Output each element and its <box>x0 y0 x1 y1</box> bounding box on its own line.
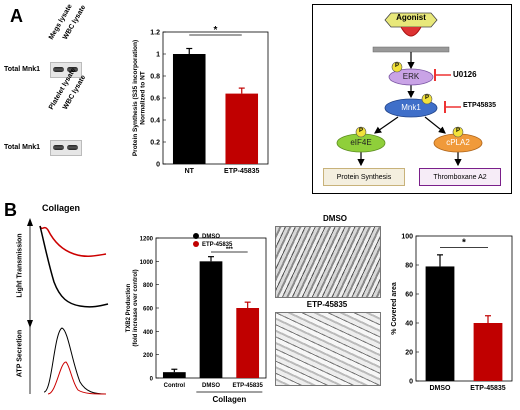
legend-label-etp: ETP-45835 <box>202 242 233 248</box>
x-tick-label: ETP-45835 <box>470 385 506 392</box>
blot1-membrane <box>50 62 82 78</box>
phospho-eif4e-icon <box>355 126 367 138</box>
y-tick-label: 400 <box>143 330 154 336</box>
x-tick-label: DMSO <box>202 383 220 389</box>
aggregation-traces <box>27 218 109 395</box>
y-tick-label: 40 <box>405 321 413 328</box>
blot1-row-label: Total Mnk1 <box>4 66 41 73</box>
y-tick-label: 1000 <box>140 260 154 266</box>
y-tick-label: 0 <box>409 379 413 386</box>
phospho-cpla2-label: P <box>455 128 460 134</box>
x-tick-label: ETP-45835 <box>232 383 263 389</box>
pathway-diagram: Agonist ERK U0126 Mnk1 ETP45835 eIF4E cP… <box>312 4 512 194</box>
trace-light-dmso <box>39 225 109 308</box>
blot2-membrane <box>50 140 82 156</box>
legend-marker-etp <box>193 241 199 247</box>
inhibitor2-label: ETP45835 <box>463 102 497 109</box>
panel-letter-a: A <box>10 6 23 26</box>
y-tick-label: 200 <box>143 353 154 359</box>
agonist-shape <box>384 12 438 28</box>
membrane-icon <box>372 46 450 53</box>
pathway-arrows <box>336 12 483 167</box>
x-tick-label: ETP-45835 <box>224 168 260 175</box>
y-axis-label: % Covered area <box>391 282 398 335</box>
covered-area-chart: 0 20 40 60 80 100 % Covered area DMSO ETP-45835 * <box>391 234 513 392</box>
y-tick-label: 100 <box>401 234 413 241</box>
x-tick-label: DMSO <box>430 385 452 392</box>
receptor-icon <box>400 26 422 37</box>
trace-label-atp: ATP Secretion <box>16 329 24 378</box>
y-tick-label: 800 <box>143 283 154 289</box>
blot1-band1 <box>53 67 64 72</box>
phospho-mnk1-label: P <box>424 95 429 101</box>
y-tick-label: 0.6 <box>150 96 160 103</box>
legend-label-dmso: DMSO <box>202 234 220 240</box>
y-tick-label: 0 <box>150 377 154 383</box>
y-tick-label: 0 <box>156 162 160 169</box>
x-tick-label: Control <box>164 383 186 389</box>
bar <box>225 93 259 164</box>
trace-light-etp <box>39 225 107 258</box>
x-tick-label: NT <box>185 168 195 175</box>
blot2-band2 <box>67 145 78 150</box>
bar <box>473 323 503 381</box>
mnk1-label: Mnk1 <box>401 103 421 112</box>
significance-star: * <box>462 238 466 249</box>
output-protein-synthesis: Protein Synthesis <box>323 168 405 186</box>
y-tick-label: 1.2 <box>150 30 160 37</box>
significance-stars: *** <box>226 247 234 253</box>
trace-atp-etp <box>47 361 107 395</box>
y-tick-label: 0.8 <box>150 74 160 81</box>
micro-label-dmso: DMSO <box>323 214 347 223</box>
y-tick-label: 1200 <box>140 237 154 243</box>
erk-label: ERK <box>402 72 420 81</box>
trace-atp-dmso <box>43 327 107 395</box>
phospho-mnk1-icon <box>421 93 433 105</box>
micrograph-dmso <box>275 226 381 298</box>
eif4e-label: eIF4E <box>350 138 372 147</box>
phospho-erk-label: P <box>394 63 399 69</box>
output-thromboxane: Thromboxane A2 <box>419 168 501 186</box>
phospho-eif4e-label: P <box>358 128 363 134</box>
y-axis-label: Protein Synthesis (S35 incorporation)Nor… <box>132 40 147 156</box>
y-tick-label: 0.4 <box>150 118 160 125</box>
panel-letter-b: B <box>4 200 17 220</box>
erk-node <box>388 68 434 86</box>
collagen-title: Collagen <box>42 203 81 213</box>
y-tick-label: 20 <box>405 350 413 357</box>
blot2-band1 <box>53 145 64 150</box>
mnk1-node <box>384 98 438 118</box>
bar <box>236 308 260 378</box>
legend-marker-dmso <box>193 233 199 239</box>
bar <box>199 261 223 378</box>
bar <box>162 372 186 378</box>
bar <box>425 266 455 381</box>
y-axis-label: TXB2 Production(fold increase over contr… <box>126 269 139 346</box>
micrograph-etp <box>275 312 381 386</box>
phospho-erk-icon <box>391 61 403 73</box>
micro-label-etp: ETP-45835 <box>306 300 348 309</box>
bar <box>172 54 206 164</box>
plot-frame <box>415 235 513 382</box>
y-tick-label: 600 <box>143 307 154 313</box>
blot1-band2 <box>67 67 78 72</box>
txb2-chart: 0 200 400 600 800 1000 1200 TXB2 Production(fol… <box>126 233 267 404</box>
phospho-cpla2-icon <box>452 126 464 138</box>
cpla2-label: cPLA2 <box>446 138 470 147</box>
agonist-label: Agonist <box>396 13 426 22</box>
y-tick-label: 60 <box>405 292 413 299</box>
group-label-collagen: Collagen <box>212 395 246 404</box>
y-tick-label: 80 <box>405 263 413 270</box>
blot2-row-label: Total Mnk1 <box>4 144 41 151</box>
inhibitor1-label: U0126 <box>453 70 477 79</box>
trace-label-light: Light Transmission <box>16 233 24 298</box>
significance-star: * <box>214 25 218 36</box>
y-tick-label: 0.2 <box>150 140 160 147</box>
y-tick-label: 1 <box>156 52 160 59</box>
